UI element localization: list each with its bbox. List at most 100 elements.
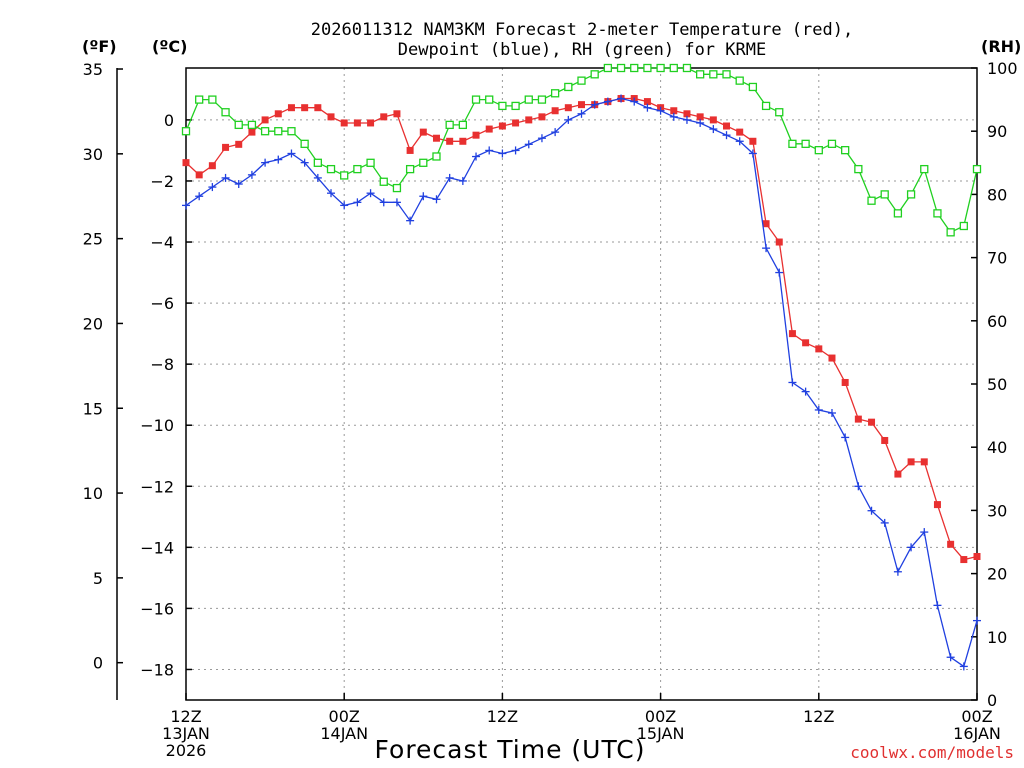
fahrenheit-unit-label: (ºF) bbox=[82, 37, 117, 56]
rh-line bbox=[185, 67, 978, 234]
dewpoint-point bbox=[814, 405, 823, 414]
dewpoint-point bbox=[682, 115, 691, 124]
rh-point bbox=[537, 95, 547, 104]
rh-point bbox=[775, 108, 784, 117]
temperature-point bbox=[709, 116, 717, 124]
rh-point bbox=[735, 76, 744, 85]
dewpoint-point bbox=[920, 528, 929, 537]
rh-point bbox=[208, 95, 217, 104]
rh-point bbox=[801, 139, 810, 148]
celsius-tick-label: 0 bbox=[164, 111, 174, 130]
fahrenheit-tick-label: 5 bbox=[93, 569, 103, 588]
fahrenheit-tick-label: 0 bbox=[93, 654, 103, 673]
rh-point bbox=[603, 63, 613, 73]
temperature-point bbox=[525, 116, 533, 124]
rh-point bbox=[656, 63, 665, 73]
temperature-point bbox=[749, 137, 757, 145]
time-tick-label: 12Z bbox=[170, 707, 201, 726]
dewpoint-point bbox=[656, 106, 665, 115]
dewpoint-point bbox=[669, 112, 678, 121]
x-axis-title: Forecast Time (UTC) bbox=[375, 735, 646, 764]
rh-point bbox=[445, 120, 454, 130]
celsius-tick-label: −16 bbox=[140, 599, 174, 618]
dewpoint-point bbox=[537, 134, 546, 143]
time-tick-label: 00Z bbox=[329, 707, 360, 726]
dewpoint-point bbox=[419, 192, 428, 201]
rh-point bbox=[893, 209, 903, 218]
dewpoint-point bbox=[788, 378, 797, 387]
rh-point bbox=[405, 164, 415, 174]
temperature-point bbox=[261, 116, 269, 124]
time-tick-label: 12Z bbox=[487, 707, 518, 726]
rh-point bbox=[616, 63, 626, 73]
rh-point bbox=[696, 70, 705, 79]
dewpoint-point bbox=[511, 146, 520, 155]
temperature-point bbox=[419, 128, 427, 136]
rh-point bbox=[419, 158, 428, 167]
dewpoint-point bbox=[973, 616, 981, 625]
dewpoint-point bbox=[472, 152, 481, 161]
dewpoint-point bbox=[406, 216, 415, 225]
rh-point bbox=[432, 152, 441, 161]
rh-point bbox=[933, 209, 942, 218]
rh-point bbox=[274, 127, 283, 136]
temperature-point bbox=[947, 540, 955, 548]
dewpoint-point bbox=[432, 195, 441, 204]
temperature-point bbox=[314, 104, 322, 112]
temperature-point bbox=[446, 137, 454, 145]
dewpoint-point bbox=[221, 173, 230, 182]
temperature-point bbox=[327, 113, 335, 121]
rh-tick-label: 90 bbox=[987, 122, 1007, 141]
rh-tick-label: 60 bbox=[987, 312, 1007, 331]
dewpoint-point bbox=[261, 158, 270, 167]
temperature-point bbox=[683, 110, 691, 118]
dewpoint-point bbox=[353, 198, 362, 207]
rh-tick-label: 30 bbox=[987, 501, 1007, 520]
rh-point bbox=[920, 164, 929, 174]
rh-point bbox=[946, 228, 955, 237]
fahrenheit-tick-label: 10 bbox=[83, 484, 103, 503]
temperature-point bbox=[551, 107, 559, 115]
temperature-point bbox=[828, 354, 836, 362]
dewpoint-point bbox=[182, 201, 190, 210]
dewpoint-point bbox=[366, 189, 375, 198]
fahrenheit-tick-label: 25 bbox=[83, 230, 103, 249]
rh-point bbox=[471, 95, 481, 104]
rh-point bbox=[550, 89, 560, 98]
dewpoint-point bbox=[392, 198, 401, 207]
rh-point bbox=[234, 120, 243, 130]
rh-point bbox=[458, 120, 468, 130]
rh-point bbox=[880, 190, 889, 199]
temperature-point bbox=[235, 140, 243, 148]
time-tick-label: 13JAN bbox=[162, 724, 210, 743]
time-tick-label: 2026 bbox=[166, 741, 207, 760]
dewpoint-point bbox=[327, 189, 336, 198]
dewpoint-point bbox=[748, 149, 757, 158]
rh-point bbox=[643, 63, 652, 73]
dewpoint-point bbox=[313, 173, 322, 182]
dewpoint-point bbox=[498, 149, 507, 158]
dewpoint-point bbox=[696, 118, 705, 127]
rh-tick-label: 40 bbox=[987, 438, 1007, 457]
temperature-point bbox=[301, 104, 309, 112]
dewpoint-point bbox=[379, 198, 388, 207]
celsius-tick-label: −6 bbox=[150, 294, 174, 313]
celsius-tick-label: −10 bbox=[140, 416, 174, 435]
rh-point bbox=[379, 177, 388, 186]
temperature-point bbox=[841, 378, 849, 386]
dewpoint-point bbox=[445, 173, 454, 182]
temperature-point bbox=[538, 113, 546, 121]
temperature-point bbox=[248, 128, 256, 136]
temperature-point bbox=[920, 458, 928, 466]
dewpoint-point bbox=[827, 409, 836, 418]
temperature-point bbox=[881, 436, 889, 444]
rh-point bbox=[854, 164, 863, 174]
celsius-tick-label: −2 bbox=[150, 172, 174, 191]
celsius-tick-label: −8 bbox=[150, 355, 174, 374]
temperature-point bbox=[854, 415, 862, 423]
time-tick-label: 14JAN bbox=[320, 724, 368, 743]
temperature-point bbox=[222, 143, 230, 151]
dewpoint-point bbox=[287, 149, 296, 158]
dewpoint-point bbox=[247, 170, 256, 179]
